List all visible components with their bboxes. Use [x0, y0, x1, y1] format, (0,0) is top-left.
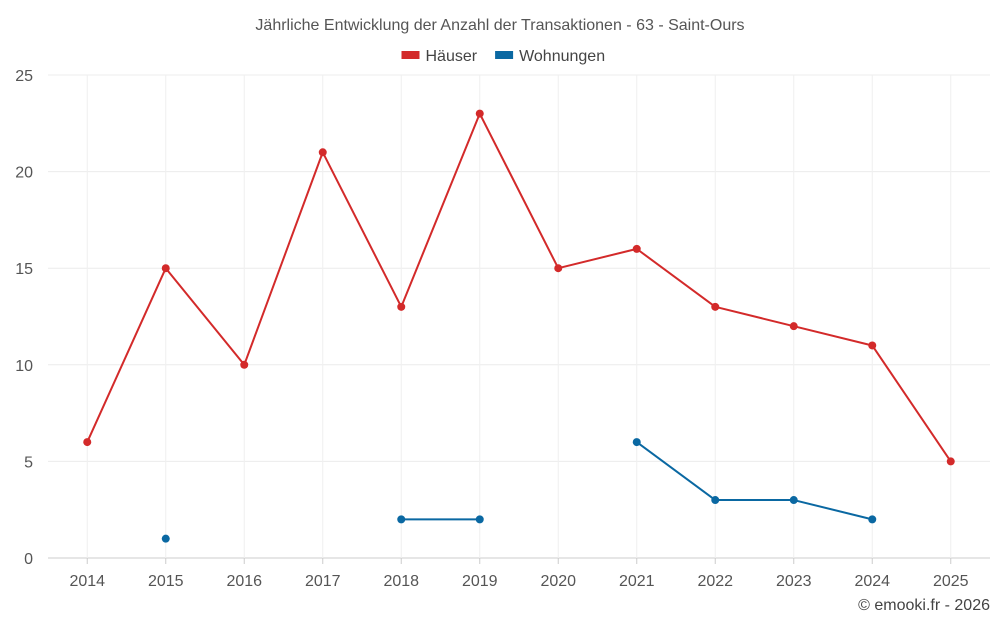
y-tick-label: 15 — [15, 261, 33, 278]
y-tick-label: 20 — [15, 165, 33, 182]
data-point[interactable] — [475, 109, 484, 118]
x-tick-label: 2024 — [854, 573, 890, 590]
x-tick-label: 2023 — [776, 573, 812, 590]
x-tick-label: 2017 — [305, 573, 341, 590]
chart-title: Jährliche Entwicklung der Anzahl der Tra… — [255, 17, 744, 34]
y-tick-label: 0 — [24, 551, 33, 568]
data-point[interactable] — [632, 244, 641, 253]
x-tick-label: 2022 — [697, 573, 733, 590]
legend-swatch — [495, 51, 514, 59]
grid — [48, 74, 990, 559]
data-point[interactable] — [161, 264, 170, 273]
legend-label: Wohnungen — [519, 48, 605, 65]
series-line — [86, 112, 952, 462]
credit-text: © emooki.fr - 2026 — [858, 597, 990, 614]
legend-item[interactable]: Wohnungen — [495, 48, 605, 65]
x-tick-label: 2019 — [462, 573, 498, 590]
data-point[interactable] — [397, 515, 406, 524]
data-point[interactable] — [868, 341, 877, 350]
series-layer — [83, 109, 955, 543]
series-wohnungen — [161, 438, 877, 543]
series-line — [636, 441, 873, 521]
legend-swatch — [401, 51, 420, 59]
y-tick-label: 25 — [15, 68, 33, 85]
x-tick-label: 2025 — [933, 573, 969, 590]
data-point[interactable] — [161, 534, 170, 543]
data-point[interactable] — [711, 302, 720, 311]
legend-item[interactable]: Häuser — [401, 48, 478, 65]
x-tick-label: 2014 — [69, 573, 105, 590]
data-point[interactable] — [789, 496, 798, 505]
x-tick-label: 2016 — [226, 573, 262, 590]
data-point[interactable] — [789, 322, 798, 331]
x-tick-label: 2021 — [619, 573, 655, 590]
y-tick-label: 5 — [24, 454, 33, 471]
legend: Häuser Wohnungen — [401, 48, 605, 65]
data-point[interactable] — [318, 148, 327, 157]
x-tick-label: 2020 — [540, 573, 576, 590]
data-point[interactable] — [632, 438, 641, 447]
x-tick-label: 2015 — [148, 573, 184, 590]
y-tick-label: 10 — [15, 358, 33, 375]
x-tick-label: 2018 — [383, 573, 419, 590]
data-point[interactable] — [711, 496, 720, 505]
data-point[interactable] — [554, 264, 563, 273]
data-point[interactable] — [397, 302, 406, 311]
data-point[interactable] — [475, 515, 484, 524]
data-point[interactable] — [83, 438, 92, 447]
data-point[interactable] — [946, 457, 955, 466]
series-häuser — [83, 109, 955, 466]
data-point[interactable] — [868, 515, 877, 524]
data-point[interactable] — [240, 360, 249, 369]
legend-label: Häuser — [426, 48, 478, 65]
